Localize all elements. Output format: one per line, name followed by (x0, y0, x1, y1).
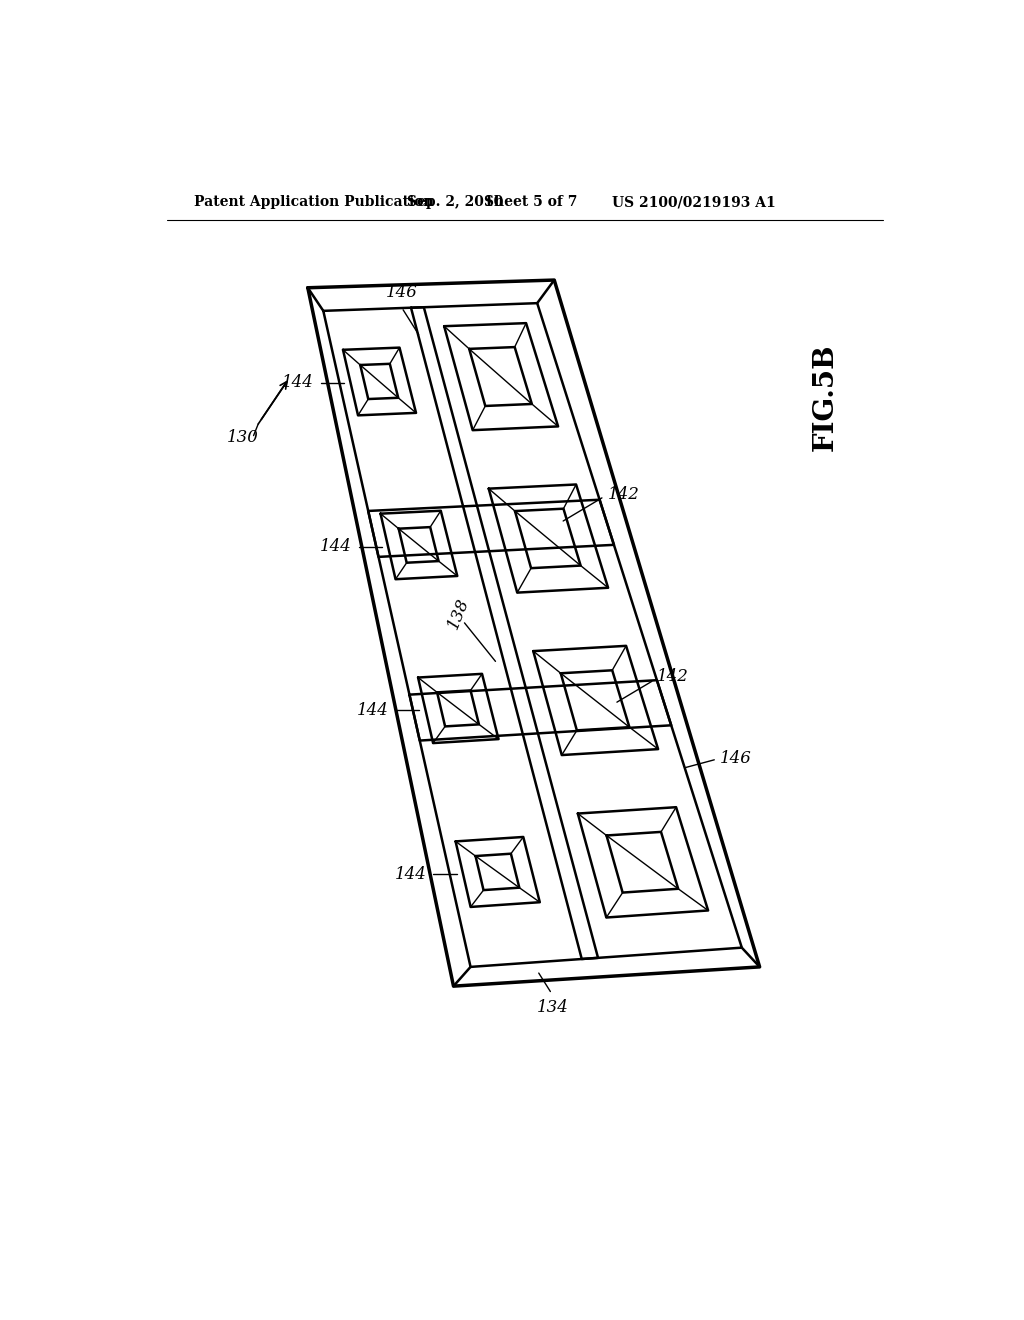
Text: 144: 144 (319, 539, 351, 556)
Text: 146: 146 (386, 284, 418, 301)
Text: Sep. 2, 2010: Sep. 2, 2010 (407, 195, 503, 210)
Text: 138: 138 (445, 595, 473, 631)
Text: 144: 144 (357, 702, 389, 719)
Text: 144: 144 (394, 866, 426, 883)
Text: 146: 146 (720, 750, 752, 767)
Text: US 2100/0219193 A1: US 2100/0219193 A1 (612, 195, 776, 210)
Text: Sheet 5 of 7: Sheet 5 of 7 (484, 195, 578, 210)
Text: 142: 142 (608, 486, 640, 503)
Text: Patent Application Publication: Patent Application Publication (194, 195, 433, 210)
Text: 134: 134 (537, 999, 568, 1016)
Text: 142: 142 (657, 668, 689, 685)
Text: 130: 130 (226, 429, 259, 446)
Text: FIG.5B: FIG.5B (812, 343, 839, 451)
Text: 144: 144 (283, 374, 314, 391)
